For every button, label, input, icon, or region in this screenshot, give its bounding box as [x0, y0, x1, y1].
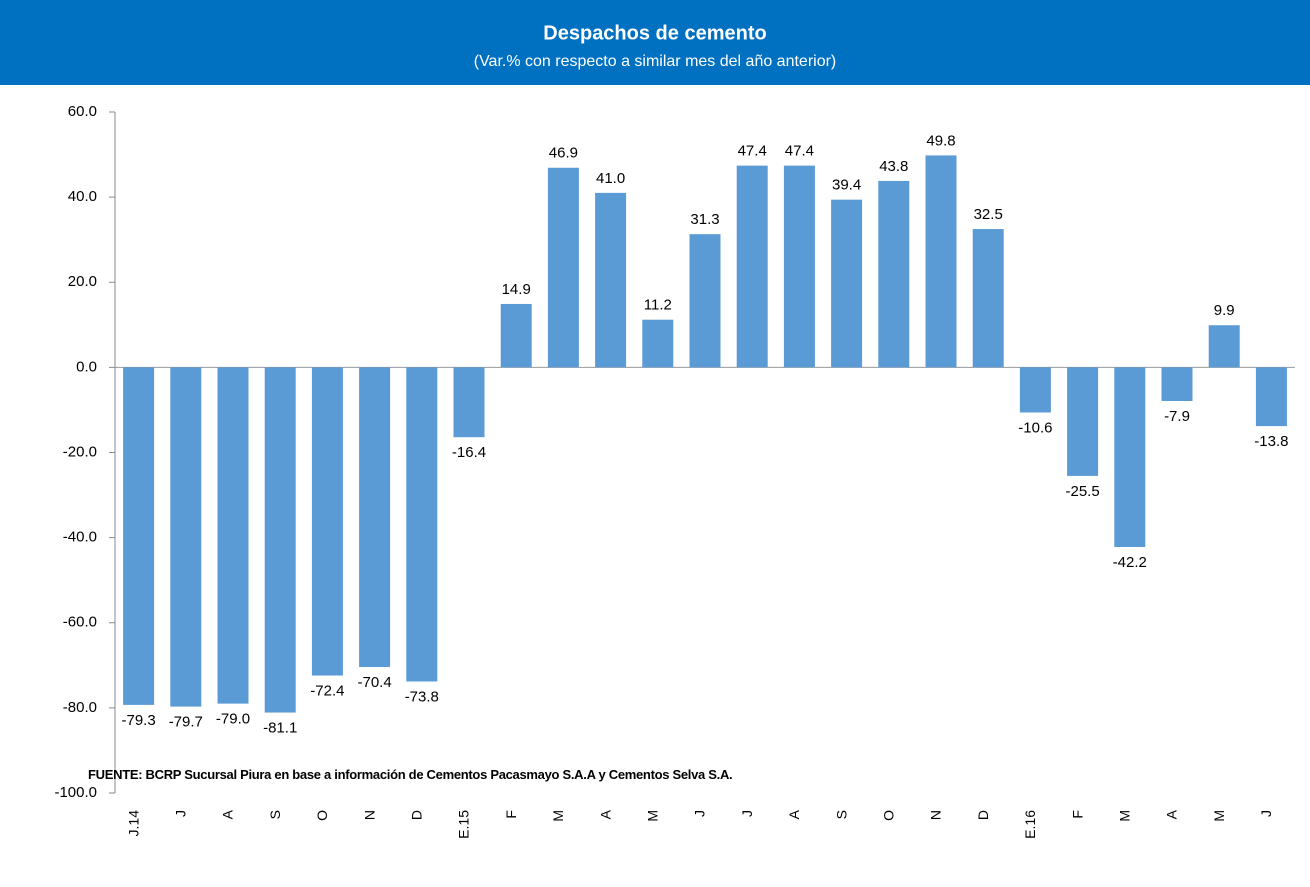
value-label: 47.4 — [738, 143, 767, 160]
x-tick-label: M — [1117, 810, 1133, 822]
bar — [453, 367, 485, 438]
x-tick-label: J — [739, 810, 755, 817]
value-label: -72.4 — [310, 682, 344, 699]
bar — [547, 167, 579, 368]
x-tick-label: A — [597, 809, 613, 819]
x-tick-label: J — [692, 810, 708, 817]
x-tick-label: M — [1211, 810, 1227, 822]
x-tick-label: J.14 — [125, 810, 141, 837]
x-tick-label: D — [975, 810, 991, 820]
y-tick-label: -40.0 — [63, 529, 97, 546]
value-label: 39.4 — [832, 177, 861, 194]
bar — [925, 155, 957, 368]
x-tick-label: D — [409, 810, 425, 820]
y-tick-label: -100.0 — [54, 784, 97, 801]
value-label: 31.3 — [690, 211, 719, 228]
x-tick-label: S — [833, 810, 849, 819]
value-label: -7.9 — [1164, 408, 1190, 425]
value-label: 47.4 — [785, 143, 814, 160]
value-label: 49.8 — [926, 132, 955, 149]
x-tick-label: N — [361, 810, 377, 820]
bar — [500, 303, 532, 368]
value-label: -79.7 — [169, 714, 203, 731]
bar — [595, 192, 627, 368]
value-label: -42.2 — [1113, 554, 1147, 571]
bar — [736, 165, 768, 368]
x-tick-label: E.16 — [1022, 810, 1038, 839]
bar — [217, 367, 249, 704]
x-tick-label: O — [314, 810, 330, 821]
y-tick-label: -20.0 — [63, 443, 97, 460]
bar — [689, 234, 721, 368]
x-tick-label: S — [267, 810, 283, 819]
bar — [170, 367, 202, 707]
value-label: -79.0 — [216, 711, 250, 728]
bar — [1114, 367, 1146, 547]
bar — [123, 367, 155, 705]
chart-title: Despachos de cemento — [543, 22, 766, 44]
value-label: 32.5 — [974, 206, 1003, 223]
value-label: 9.9 — [1214, 302, 1235, 319]
value-label: 14.9 — [502, 281, 531, 298]
value-label: 41.0 — [596, 170, 625, 187]
x-tick-label: J — [173, 810, 189, 817]
x-tick-label: M — [645, 810, 661, 822]
y-tick-label: -60.0 — [63, 614, 97, 631]
value-label: -81.1 — [263, 720, 297, 737]
value-label: 43.8 — [879, 158, 908, 175]
chart-subtitle: (Var.% con respecto a similar mes del añ… — [474, 53, 837, 70]
y-tick-label: 0.0 — [76, 358, 97, 375]
x-tick-label: O — [881, 810, 897, 821]
y-tick-label: 60.0 — [68, 103, 97, 120]
bar — [1019, 367, 1051, 413]
bar — [264, 367, 296, 713]
header-band — [0, 0, 1310, 85]
value-label: -10.6 — [1018, 419, 1052, 436]
bar — [1208, 325, 1240, 368]
bar — [311, 367, 343, 676]
value-label: 11.2 — [644, 297, 672, 314]
value-label: -79.3 — [121, 712, 155, 729]
x-tick-label: A — [220, 809, 236, 819]
x-tick-label: A — [786, 809, 802, 819]
value-label: -70.4 — [357, 674, 391, 691]
bar — [1067, 367, 1099, 476]
source-note: FUENTE: BCRP Sucursal Piura en base a in… — [88, 767, 733, 782]
x-tick-label: F — [503, 810, 519, 819]
value-label: -25.5 — [1065, 483, 1099, 500]
x-tick-label: J — [1258, 810, 1274, 817]
bar — [1161, 367, 1193, 401]
x-tick-label: F — [1069, 810, 1085, 819]
value-label: -73.8 — [405, 688, 439, 705]
bar — [878, 180, 910, 368]
bar — [1255, 367, 1287, 427]
x-tick-label: A — [1164, 809, 1180, 819]
value-label: 46.9 — [549, 145, 578, 162]
bar — [831, 199, 863, 368]
y-tick-label: 40.0 — [68, 188, 97, 205]
value-label: -13.8 — [1254, 433, 1288, 450]
bar — [406, 367, 438, 682]
bar — [642, 319, 674, 368]
y-tick-label: -80.0 — [63, 699, 97, 716]
value-label: -16.4 — [452, 444, 486, 461]
bar — [783, 165, 815, 368]
bar — [972, 229, 1004, 368]
bar — [359, 367, 391, 668]
y-tick-label: 20.0 — [68, 273, 97, 290]
x-tick-label: N — [928, 810, 944, 820]
x-tick-label: M — [550, 810, 566, 822]
x-tick-label: E.15 — [456, 810, 472, 839]
